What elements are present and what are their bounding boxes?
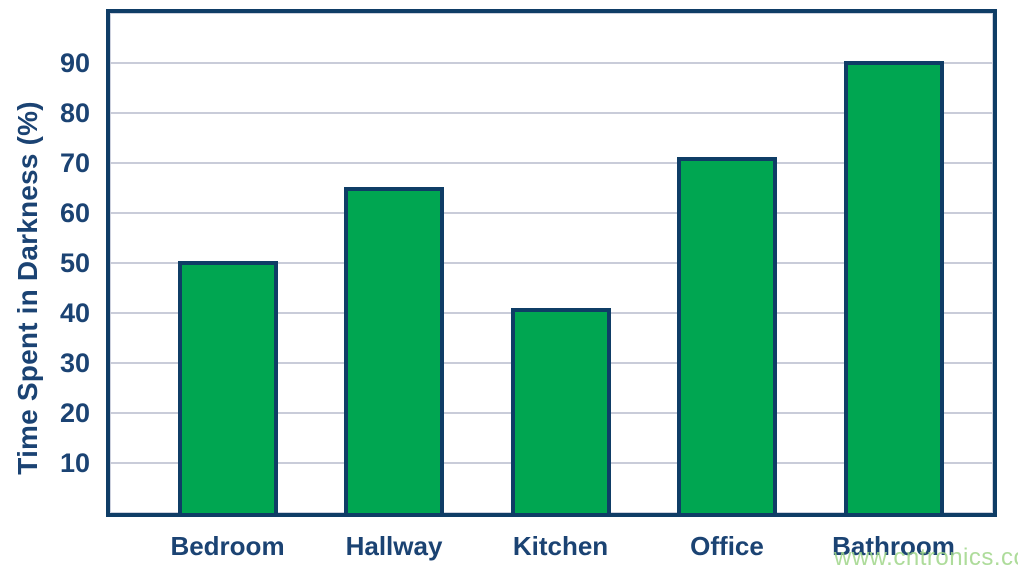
x-category-label-bathroom: Bathroom — [832, 531, 955, 561]
y-tick-label-30: 30 — [59, 348, 90, 378]
x-category-label-kitchen: Kitchen — [512, 531, 609, 561]
bar-bathroom — [843, 60, 944, 513]
x-category-label-hallway: Hallway — [345, 531, 443, 561]
bar-kitchen — [510, 308, 611, 513]
bar-hallway — [344, 186, 444, 513]
y-tick-label-60: 60 — [59, 198, 90, 228]
bar-office — [677, 157, 777, 513]
y-tick-label-20: 20 — [59, 398, 90, 428]
gridline-50 — [110, 262, 993, 264]
bar-bedroom — [177, 260, 278, 513]
y-tick-label-90: 90 — [59, 48, 90, 78]
y-tick-label-50: 50 — [59, 248, 90, 278]
gridline-80 — [110, 112, 993, 114]
y-tick-label-40: 40 — [59, 298, 90, 328]
gridline-70 — [110, 162, 993, 164]
y-tick-label-10: 10 — [59, 448, 90, 478]
x-category-label-office: Office — [690, 531, 764, 561]
gridline-60 — [110, 212, 993, 214]
y-tick-label-80: 80 — [59, 98, 90, 128]
plot-area — [106, 9, 997, 517]
x-category-label-bedroom: Bedroom — [170, 531, 285, 561]
gridline-90 — [110, 62, 993, 64]
y-tick-label-70: 70 — [59, 148, 90, 178]
watermark: www.cntronics.com — [834, 544, 1018, 571]
